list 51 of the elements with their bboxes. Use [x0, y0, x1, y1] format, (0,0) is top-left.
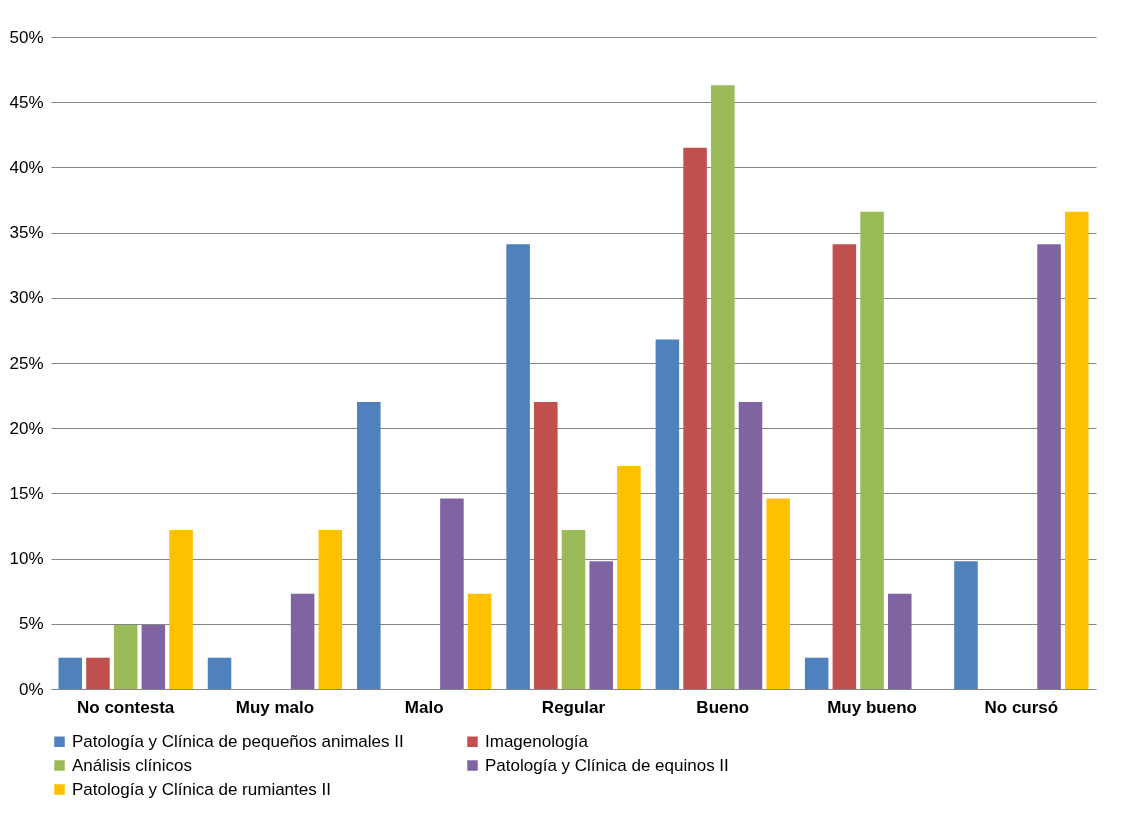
bar — [711, 85, 735, 689]
bar — [1064, 211, 1089, 689]
bar — [589, 561, 613, 689]
legend-label: Patología y Clínica de equinos II — [485, 755, 729, 775]
legend-label: Patología y Clínica de pequeños animales II — [72, 731, 404, 751]
bar — [860, 211, 884, 689]
y-tick-label: 10% — [9, 549, 44, 569]
y-tick-label: 50% — [9, 27, 44, 47]
x-tick-label: Regular — [541, 697, 606, 717]
x-tick-label: Bueno — [696, 697, 750, 717]
bar — [113, 625, 138, 689]
bar — [169, 529, 193, 689]
bar — [655, 339, 680, 689]
y-tick-label: 30% — [9, 288, 44, 308]
y-tick-label: 5% — [18, 614, 44, 634]
bar — [290, 593, 315, 689]
y-tick-label: 20% — [9, 418, 44, 438]
bar — [1037, 244, 1061, 689]
y-tick-label: 40% — [9, 157, 44, 177]
y-tick-label: 35% — [9, 223, 44, 243]
legend-label: Análisis clínicos — [72, 755, 192, 775]
y-tick-label: 0% — [18, 679, 44, 699]
legend-label: Patología y Clínica de rumiantes II — [72, 779, 331, 799]
bar — [318, 529, 343, 689]
bar — [683, 147, 707, 689]
bar — [58, 657, 83, 689]
x-tick-label: Muy bueno — [827, 697, 917, 717]
bar — [440, 498, 464, 689]
bar — [766, 498, 790, 689]
bar — [888, 593, 912, 689]
x-tick-label: Muy malo — [235, 697, 315, 717]
bar — [617, 466, 641, 689]
bar — [357, 402, 381, 689]
bar — [738, 402, 763, 689]
x-tick-label: No contesta — [76, 697, 175, 717]
y-tick-label: 25% — [9, 353, 44, 373]
bar — [141, 625, 166, 689]
bar — [467, 593, 492, 689]
y-tick-label: 45% — [9, 92, 44, 112]
x-tick-label: Malo — [404, 697, 444, 717]
legend-label: Imagenología — [485, 731, 589, 751]
bar — [207, 657, 232, 689]
x-tick-label: No cursó — [984, 697, 1059, 717]
y-tick-label: 15% — [9, 483, 44, 503]
bar — [954, 561, 978, 689]
bar — [86, 657, 110, 689]
bar — [534, 402, 558, 689]
bar — [506, 244, 530, 689]
bar — [832, 244, 857, 689]
bar — [804, 657, 829, 689]
bar — [561, 529, 586, 689]
